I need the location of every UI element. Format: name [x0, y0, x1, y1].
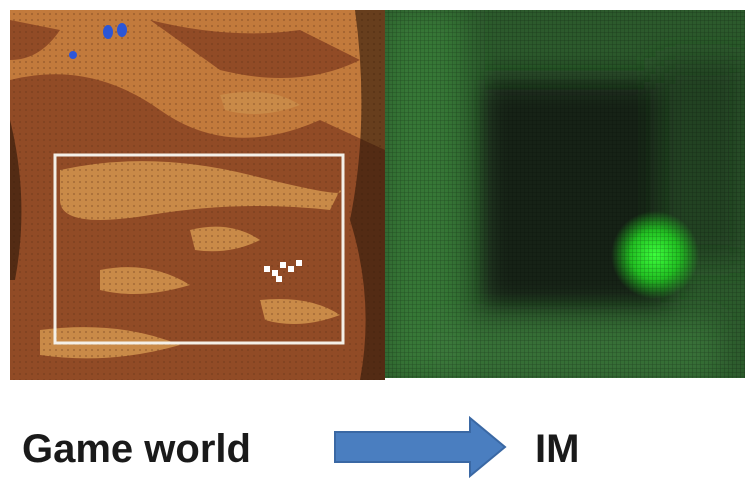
game-world-image: [10, 10, 385, 380]
influence-map-image: [385, 10, 745, 380]
figure: Game world IM: [0, 0, 748, 479]
arrow: [335, 418, 505, 476]
target-label: IM: [535, 427, 579, 471]
source-label: Game world: [22, 427, 251, 471]
